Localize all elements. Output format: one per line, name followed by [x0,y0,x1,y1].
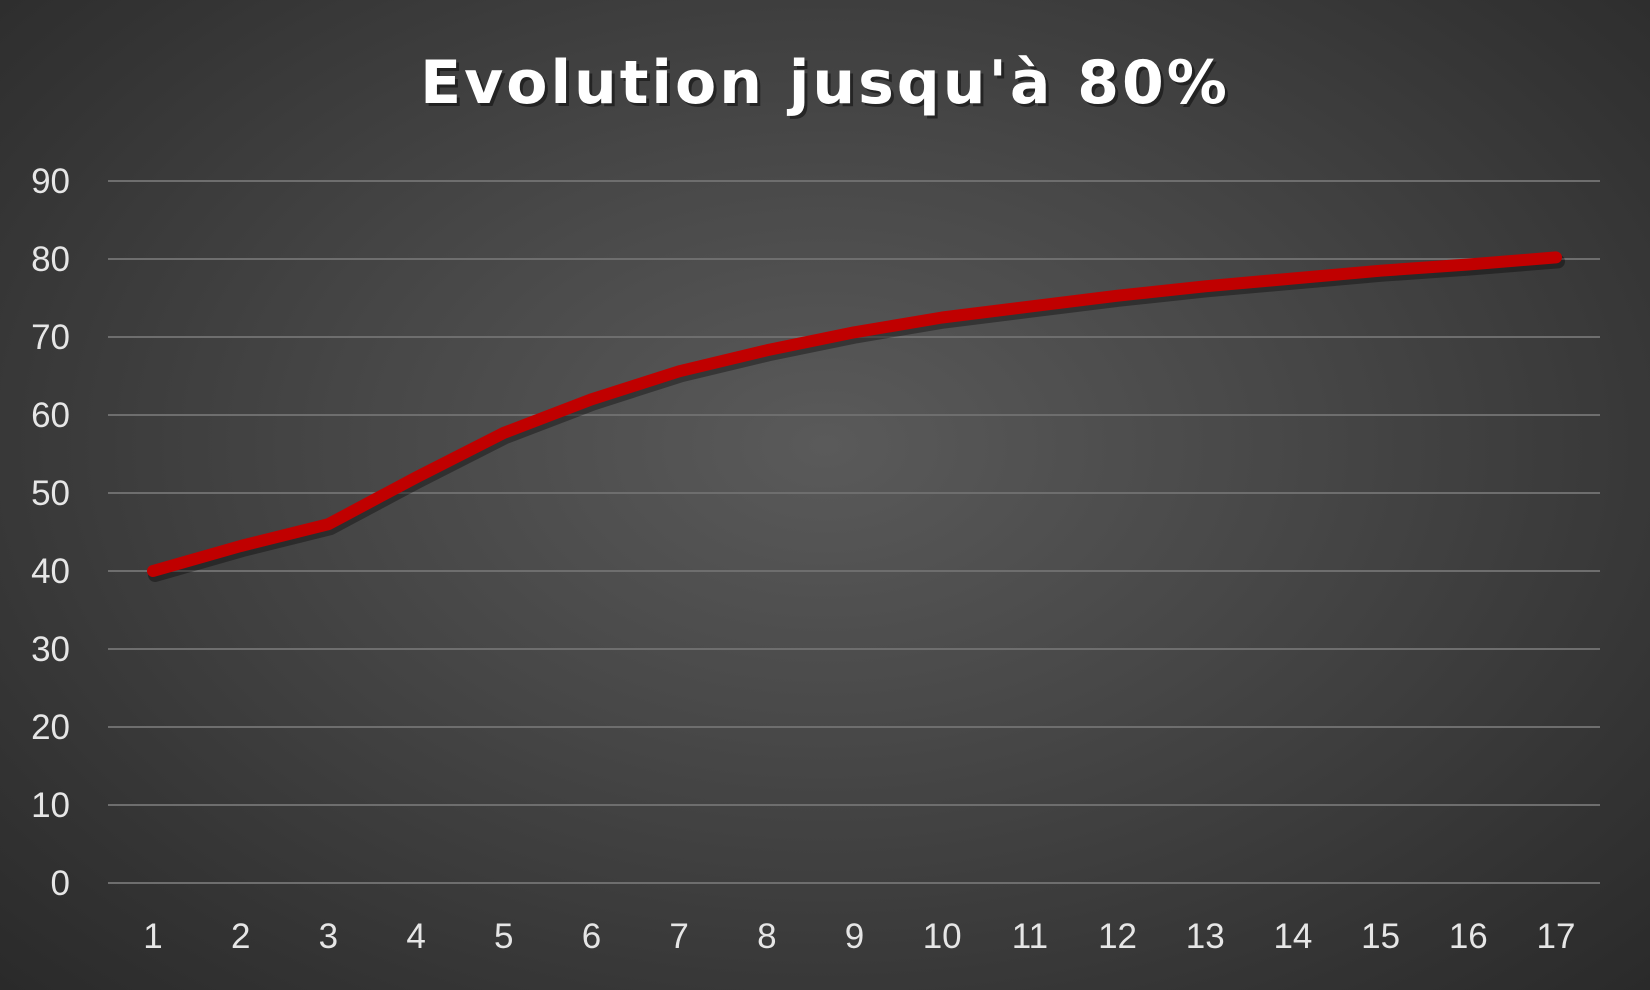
x-tick-label: 9 [845,917,864,956]
x-tick-label: 15 [1361,917,1400,956]
y-tick-label: 0 [51,864,70,903]
y-tick-label: 90 [31,162,70,201]
x-tick-label: 13 [1186,917,1225,956]
chart-title-shadow: Evolution jusqu'à 80% [423,51,1233,121]
y-tick-label: 10 [31,786,70,825]
chart-title: Evolution jusqu'à 80% [420,48,1230,118]
y-tick-label: 20 [31,708,70,747]
x-tick-label: 12 [1098,917,1137,956]
x-tick-label: 16 [1449,917,1488,956]
y-tick-label: 60 [31,396,70,435]
x-tick-label: 5 [494,917,513,956]
x-tick-label: 6 [582,917,601,956]
x-tick-label: 4 [406,917,425,956]
y-tick-label: 30 [31,630,70,669]
x-tick-label: 7 [669,917,688,956]
x-tick-label: 2 [231,917,250,956]
y-axis-tick-labels: 0 10 20 30 40 50 60 70 80 90 [31,162,70,903]
x-tick-label: 1 [143,917,162,956]
x-tick-label: 3 [319,917,338,956]
x-tick-label: 8 [757,917,776,956]
gridlines [108,180,1600,884]
y-tick-label: 40 [31,552,70,591]
x-tick-label: 17 [1537,917,1576,956]
x-tick-label: 11 [1012,917,1048,956]
y-tick-label: 80 [31,240,70,279]
y-tick-label: 70 [31,318,70,357]
series-layer [147,251,1565,582]
series-line-shadow [148,254,1565,582]
x-tick-label: 14 [1273,917,1312,956]
y-tick-label: 50 [31,474,70,513]
x-axis-tick-labels: 1 2 3 4 5 6 7 8 9 10 11 12 13 14 15 16 17 [143,917,1575,956]
x-tick-label: 10 [923,917,962,956]
